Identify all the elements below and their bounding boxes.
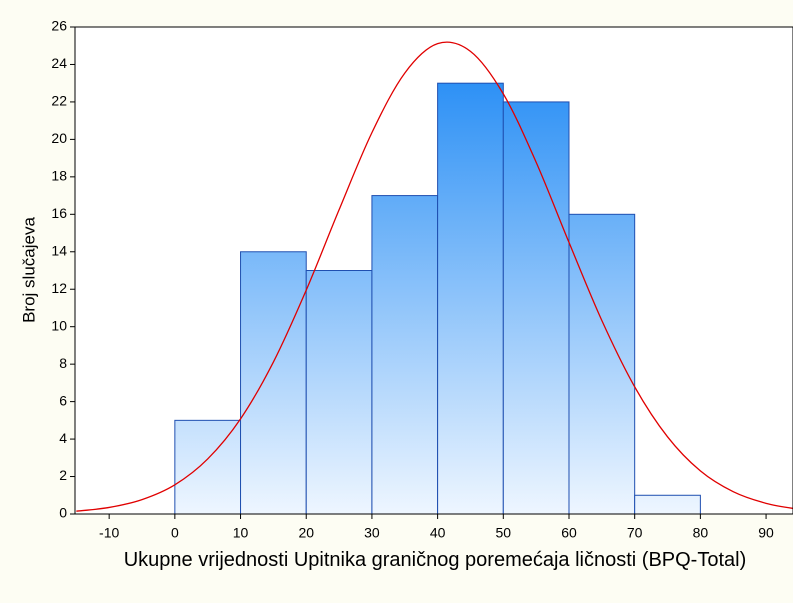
normal-curve (76, 41, 793, 512)
y-tick-label: 4 (59, 430, 67, 446)
x-tick-label: 10 (233, 525, 249, 541)
x-tick-label: 50 (496, 525, 512, 541)
plot-frame (74, 26, 793, 515)
bar (437, 82, 504, 515)
x-axis-label: Ukupne vrijednosti Upitnika graničnog po… (123, 549, 747, 571)
y-tick-label: 6 (59, 392, 67, 408)
x-tick-label: 80 (693, 525, 709, 541)
bar (568, 213, 636, 515)
y-tick-label: 26 (51, 18, 67, 34)
y-tick-label: 12 (51, 280, 67, 296)
bars (174, 82, 701, 515)
y-tick-label: 0 (59, 505, 67, 521)
y-tick-label: 8 (59, 355, 67, 371)
y-tick-label: 2 (59, 467, 67, 483)
x-tick-label: 70 (627, 525, 643, 541)
y-tick-label: 20 (51, 130, 67, 146)
bar (634, 494, 701, 515)
bar (174, 419, 242, 515)
y-tick-label: 14 (51, 242, 67, 258)
x-tick-label: 40 (430, 525, 446, 541)
x-tick-label: 60 (561, 525, 577, 541)
y-tick-label: 10 (51, 317, 67, 333)
x-tick-label: -10 (99, 525, 119, 541)
bar (305, 270, 373, 515)
bar (240, 251, 307, 515)
curve-group (76, 41, 793, 512)
y-tick-label: 16 (51, 205, 67, 221)
bar (371, 195, 439, 515)
y-tick-label: 22 (51, 93, 67, 109)
x-tick-label: 20 (298, 525, 314, 541)
y-axis-label: Broj slučajeva (19, 217, 38, 323)
y-tick-label: 24 (51, 55, 67, 71)
x-tick-label: 30 (364, 525, 380, 541)
y-tick-label: 18 (51, 168, 67, 184)
x-tick-label: 0 (171, 525, 179, 541)
x-tick-label: 90 (758, 525, 774, 541)
